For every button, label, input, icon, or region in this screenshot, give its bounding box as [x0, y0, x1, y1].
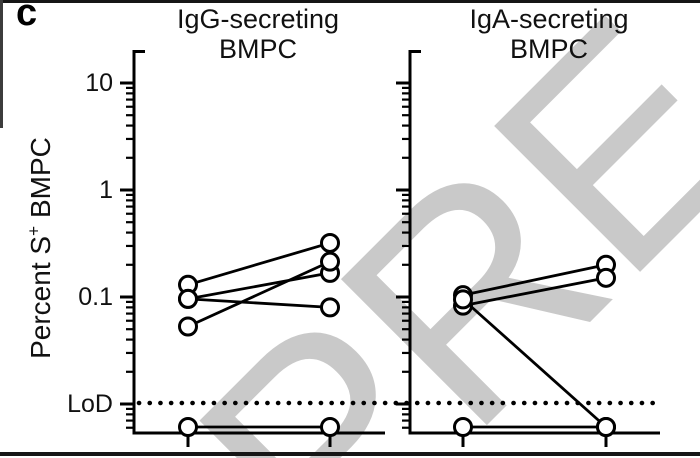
left-edge-line — [0, 0, 3, 128]
data-point — [320, 232, 340, 253]
plot-title-iga: IgA-secreting BMPC — [423, 4, 675, 64]
data-point — [178, 288, 198, 309]
plot-title-igg-line2: BMPC — [218, 34, 297, 64]
y-axis-label: Percent S+ BMPC — [23, 38, 59, 458]
ytick-label-0p1: 0.1 — [78, 283, 113, 311]
plot-title-igg-line1: IgG-secreting — [176, 4, 340, 34]
data-point — [178, 316, 198, 337]
data-point — [178, 417, 198, 437]
ytick-label-1: 1 — [99, 176, 113, 204]
plot-title-igg: IgG-secreting BMPC — [132, 4, 384, 64]
y-axis-label-main: Percent S — [25, 235, 56, 359]
y-axis-label-superscript: + — [23, 225, 44, 236]
ytick-label-lod: LoD — [67, 390, 113, 418]
data-point — [596, 417, 616, 437]
data-point — [453, 289, 473, 310]
pair-line — [187, 260, 331, 328]
pair-line — [187, 297, 331, 309]
data-point — [596, 267, 616, 288]
top-border-line — [0, 0, 700, 3]
plot-title-iga-line2: BMPC — [509, 34, 588, 64]
ytick-label-10: 10 — [85, 69, 113, 97]
y-axis-label-tail: BMPC — [25, 137, 56, 226]
data-point — [320, 297, 340, 318]
data-point — [453, 417, 473, 437]
plot-title-iga-line1: IgA-secreting — [469, 4, 629, 34]
pair-line — [187, 241, 331, 287]
data-point — [320, 251, 340, 272]
pair-line — [462, 276, 607, 308]
panel-label: c — [16, 0, 38, 34]
pair-line — [187, 271, 331, 301]
plot-igg — [120, 50, 385, 447]
data-point — [320, 417, 340, 437]
pair-line — [462, 263, 607, 297]
plot-iga — [396, 50, 660, 447]
bottom-border-line — [0, 452, 700, 456]
pair-line — [462, 298, 607, 429]
